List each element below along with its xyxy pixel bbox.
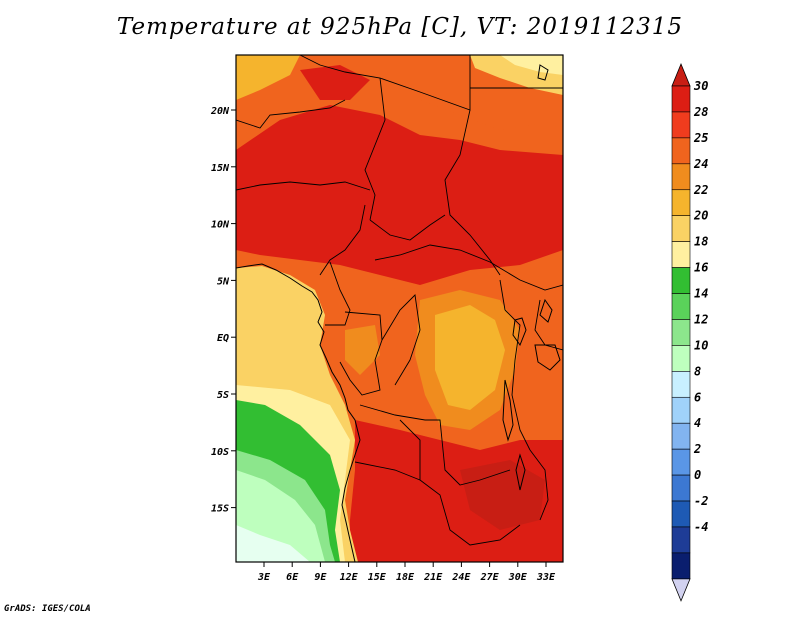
field-sahel-red — [236, 105, 563, 285]
lakes — [502, 64, 561, 491]
colorbar-label: 12 — [694, 312, 708, 326]
lat-label: 10S — [211, 447, 229, 458]
colorbar-swatch — [671, 396, 691, 424]
lon-label: 9E — [314, 572, 327, 583]
colorbar-label: 30 — [693, 79, 708, 93]
lon-label: 33E — [536, 572, 556, 583]
colorbar-label: 25 — [693, 131, 708, 145]
colorbar-label: 24 — [693, 157, 708, 171]
colorbar-label: 20 — [693, 209, 708, 223]
field-nw-warm — [236, 55, 300, 100]
colorbar-swatch — [671, 345, 691, 372]
colorbar-swatch — [671, 422, 691, 450]
lon-label: 24E — [451, 572, 471, 583]
lat-label: 5S — [217, 390, 229, 401]
colorbar-swatch — [671, 163, 691, 191]
colorbar-label: 18 — [694, 235, 708, 249]
field-basin-yellow — [435, 305, 505, 410]
colorbar-swatch — [671, 241, 691, 268]
colorbar-swatch — [671, 474, 691, 502]
colorbar-label: 8 — [694, 364, 701, 378]
lat-label: EQ — [217, 333, 229, 344]
colorbar-swatch — [671, 371, 691, 398]
colorbar-swatch — [671, 85, 691, 113]
colorbar-swatch — [671, 526, 691, 554]
coastline — [236, 263, 361, 562]
lat-label: 15S — [211, 504, 229, 515]
colorbar-swatch — [671, 111, 691, 139]
colorbar-label: 10 — [694, 338, 708, 352]
lon-label: 15E — [368, 572, 387, 583]
map-frame — [235, 54, 564, 563]
field-ocean-patch — [260, 295, 300, 345]
field-south-deep — [460, 460, 545, 530]
colorbar-swatch — [671, 137, 691, 165]
field-north-red — [300, 65, 370, 100]
colorbar-swatch — [671, 448, 691, 476]
colorbar-label: 14 — [694, 287, 708, 301]
lon-label: 21E — [423, 572, 443, 583]
lat-label: 20N — [210, 106, 230, 117]
colorbar-label: -2 — [694, 494, 708, 508]
field-gabon-amber — [345, 325, 380, 375]
lon-label: 30E — [508, 572, 528, 583]
lon-label: 18E — [396, 572, 415, 583]
colorbar-label: 16 — [694, 261, 708, 275]
colorbar-swatch — [671, 319, 691, 346]
temperature-field — [236, 55, 563, 562]
colorbar-label: 28 — [693, 105, 708, 119]
latitude-axis: 20N 15N 10N 5N EQ 5S 10S 15S — [210, 106, 236, 515]
longitude-axis: 3E 6E 9E 12E 15E 18E 21E 24E 27E 30E 33E — [257, 562, 556, 583]
colorbar-swatch — [671, 215, 691, 242]
chart-title: Temperature at 925hPa [C], VT: 201911231… — [116, 14, 684, 40]
colorbar-label: 2 — [693, 442, 701, 456]
colorbar-label: 6 — [694, 390, 701, 404]
colorbar-label: 22 — [693, 183, 708, 197]
colorbar-label: 4 — [694, 416, 701, 430]
colorbar-swatch — [671, 552, 691, 580]
lon-label: 6E — [286, 572, 299, 583]
lat-label: 10N — [211, 220, 230, 231]
colorbar-label: -4 — [694, 520, 708, 534]
country-borders — [236, 55, 563, 546]
colorbar-swatch — [671, 267, 691, 294]
colorbar-over-triangle — [671, 62, 691, 87]
lat-label: 5N — [217, 276, 230, 287]
lon-label: 27E — [480, 572, 500, 583]
colorbar-swatch — [671, 500, 691, 528]
lat-label: 15N — [211, 163, 230, 174]
lon-label: 3E — [257, 572, 271, 583]
colorbar-swatch — [671, 293, 691, 320]
colorbar-swatch — [671, 189, 691, 216]
field-ocean-cold — [236, 525, 310, 562]
lon-label: 12E — [340, 572, 359, 583]
colorbar-label: 0 — [694, 468, 701, 482]
colorbar-under-triangle — [671, 578, 691, 602]
grads-credit: GrADS: IGES/COLA — [4, 604, 91, 614]
